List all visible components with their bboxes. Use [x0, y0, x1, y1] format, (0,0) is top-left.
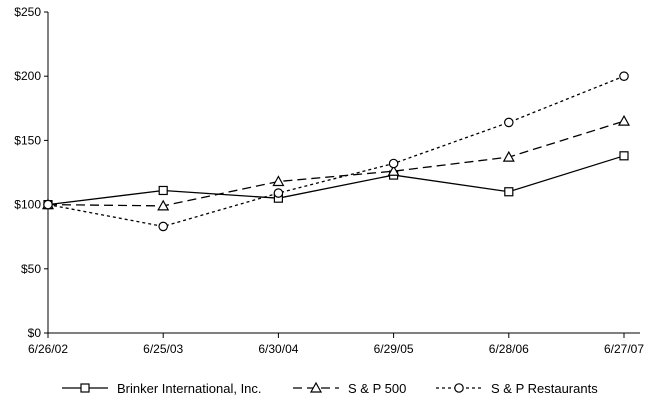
data-point [388, 158, 399, 169]
x-tick-label: 6/27/07 [604, 342, 644, 356]
data-point [619, 71, 629, 81]
legend-entry: Brinker International, Inc. [62, 381, 262, 396]
series-1 [43, 151, 629, 210]
legend-marker [309, 381, 323, 393]
legend-entry: S & P 500 [293, 381, 406, 396]
y-axis-ticks: $0 $50 $100 $150 $200 $250 [14, 5, 48, 340]
y-tick-label: $150 [14, 133, 41, 147]
data-point [387, 164, 400, 176]
series-3 [43, 71, 629, 232]
data-point [158, 221, 168, 232]
data-point [617, 114, 631, 126]
series-line [47, 155, 625, 206]
data-point [157, 199, 170, 211]
legend-label: Brinker International, Inc. [117, 381, 262, 396]
data-point [272, 175, 285, 187]
data-point [502, 150, 515, 162]
y-tick-label: $0 [28, 326, 42, 340]
y-tick-label: $200 [14, 69, 41, 83]
y-tick-label: $250 [14, 5, 41, 19]
x-tick-label: 6/26/02 [28, 342, 68, 356]
data-point [43, 199, 53, 210]
data-point [504, 187, 514, 197]
chart-axes [47, 12, 640, 334]
data-point [619, 151, 629, 161]
x-tick-label: 6/25/03 [143, 342, 183, 356]
series-line [47, 75, 625, 228]
legend-marker [454, 383, 464, 393]
data-point [158, 185, 168, 196]
x-tick-label: 6/28/06 [489, 342, 529, 356]
x-tick-label: 6/30/04 [258, 342, 298, 356]
legend-entry: S & P Restaurants [436, 381, 598, 396]
x-axis-ticks: 6/26/02 6/25/03 6/30/04 6/29/05 6/28/06 6/27/… [28, 333, 644, 356]
legend-marker [80, 383, 90, 393]
series-line [47, 120, 625, 207]
legend: Brinker International, Inc. S & P 500 S & … [62, 381, 598, 396]
data-point [503, 117, 514, 128]
legend-label: S & P Restaurants [491, 381, 598, 396]
series-layer [41, 71, 631, 232]
x-tick-label: 6/29/05 [374, 342, 414, 356]
y-tick-label: $50 [21, 262, 41, 276]
y-tick-label: $100 [14, 198, 41, 212]
legend-label: S & P 500 [348, 381, 406, 396]
data-point [273, 188, 284, 198]
series-2 [41, 114, 631, 211]
